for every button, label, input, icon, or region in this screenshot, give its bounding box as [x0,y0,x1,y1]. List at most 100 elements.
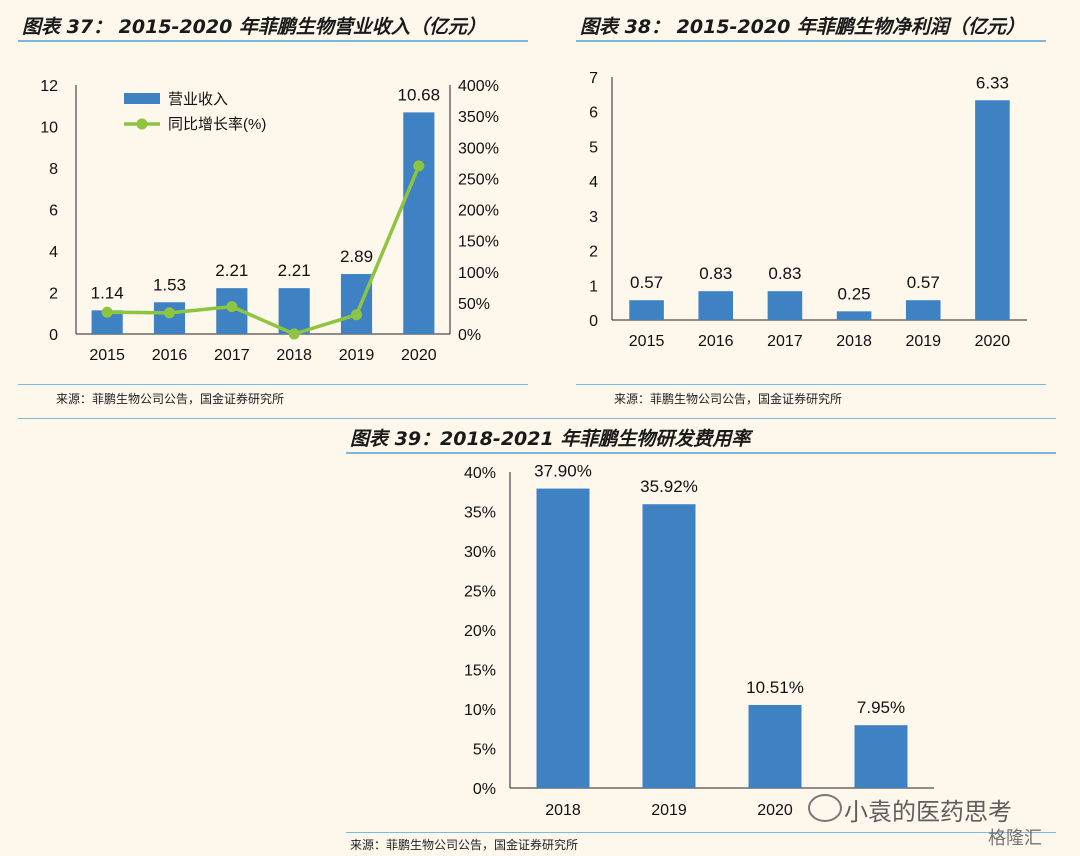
fig39-data-label: 7.95% [857,698,905,717]
fig38-ytick-label: 6 [589,105,598,122]
fig38-ytick-label: 1 [589,278,598,295]
fig37-growth-point-2016 [164,307,175,319]
fig37-data-label: 1.14 [91,283,124,302]
fig38-xtick-label: 2015 [629,333,665,350]
fig37-bar-2019 [340,274,373,334]
fig37-data-label: 2.21 [278,261,311,280]
fig39-bar-2021 [854,725,908,788]
fig39-data-label: 10.51% [746,678,804,697]
fig38-xtick-label: 2019 [905,333,941,350]
fig38-data-label: 6.33 [976,73,1009,92]
fig37-xtick-label: 2016 [152,347,188,364]
fig37-y2tick-label: 250% [458,171,499,188]
fig37-ytick-label: 12 [40,78,58,95]
fig37-source: 来源：菲鹏生物公司公告，国金证券研究所 [56,392,285,406]
fig38-data-label: 0.57 [630,273,663,292]
fig38-ytick-label: 4 [589,174,598,191]
fig37-y2tick-label: 0% [458,327,481,344]
fig37-y2tick-label: 300% [458,140,499,157]
fig37-xtick-label: 2017 [214,347,250,364]
fig37-y2tick-label: 400% [458,78,499,95]
fig37-ytick-label: 4 [49,244,58,261]
fig37-growth-point-2017 [226,301,238,313]
fig37-y2tick-label: 150% [458,234,499,251]
fig38-xtick-label: 2016 [698,333,734,350]
fig39-ytick-label: 25% [464,584,496,601]
fig38-xtick-label: 2017 [767,333,803,350]
fig37-ytick-label: 2 [49,286,58,303]
fig38-bar-2019 [905,300,941,320]
fig39-bar-2019 [642,504,696,788]
fig37-xtick-label: 2015 [89,347,125,364]
fig37-y2tick-label: 100% [458,265,499,282]
fig38-data-label: 0.83 [699,264,732,283]
fig37-legend-bar-label: 营业收入 [168,91,228,108]
watermark-text: 小袁的医药思考 [844,798,1012,826]
fig37-bottom-rule [18,384,528,385]
watermark-logo: 格隆汇 [988,828,1042,849]
fig39-ytick-label: 0% [473,781,496,798]
fig39-source: 来源：菲鹏生物公司公告，国金证券研究所 [350,838,579,852]
fig39-top-divider [18,418,1056,419]
fig38-bar-2016 [698,291,734,320]
fig38-bar-2015 [629,300,664,320]
fig37-legend-bar-swatch [124,93,160,104]
fig38-ytick-label: 7 [589,70,598,87]
fig38-bottom-rule [576,384,1046,385]
fig37-title: 图表 37： 2015-2020 年菲鹏生物营业收入（亿元） [22,16,486,38]
fig37-data-label: 2.89 [340,247,373,266]
fig39-bar-2018 [536,488,590,788]
fig37-bar-2020 [403,112,435,334]
fig38-ytick-label: 0 [589,313,598,330]
fig38-bar-2017 [767,291,803,320]
fig37-bar-2015 [91,310,123,334]
fig38-top-rule [576,40,1046,42]
fig39-ytick-label: 20% [464,623,496,640]
fig37-y2tick-label: 50% [458,296,490,313]
fig38-data-label: 0.83 [768,264,801,283]
fig37-y2tick-label: 200% [458,203,499,220]
fig37-bar-2018 [278,288,310,334]
fig37-ytick-label: 6 [49,203,58,220]
fig39-ytick-label: 30% [464,544,496,561]
fig39-bar-2020 [748,704,802,788]
fig38-xtick-label: 2018 [836,333,872,350]
fig37-growth-point-2018 [288,328,300,340]
fig37-ytick-label: 10 [40,120,58,137]
fig39-ytick-label: 35% [464,505,496,522]
watermark: 小袁的医药思考 格隆汇 [808,790,1058,850]
fig37-growth-point-2015 [101,306,113,318]
fig38-ytick-label: 5 [589,139,598,156]
fig39-xtick-label: 2019 [651,802,687,819]
fig39-ytick-label: 15% [464,663,496,680]
fig38-title: 图表 38： 2015-2020 年菲鹏生物净利润（亿元） [580,16,1025,38]
fig37-top-rule [18,40,528,42]
fig38-bar-2020 [975,100,1010,320]
fig39-data-label: 35.92% [640,477,698,496]
fig39-xtick-label: 2018 [545,802,581,819]
fig39-data-label: 37.90% [534,462,592,481]
fig39-ytick-label: 10% [464,702,496,719]
fig37-legend-line-marker [136,118,148,130]
fig37-xtick-label: 2020 [401,347,437,364]
fig38-xtick-label: 2020 [975,333,1011,350]
fig37-ytick-label: 0 [49,327,58,344]
fig37-xtick-label: 2018 [276,347,312,364]
fig37-data-label: 1.53 [153,275,186,294]
fig37-growth-line [107,165,421,336]
fig37-xtick-label: 2019 [339,347,375,364]
fig39-xtick-label: 2020 [757,802,793,819]
fig37-growth-point-2019 [351,309,362,321]
fig39-title: 图表 39：2018-2021 年菲鹏生物研发费用率 [350,428,751,450]
fig37-y2tick-label: 350% [458,109,499,126]
fig37-legend-line-label: 同比增长率(%) [168,116,266,133]
fig38-ytick-label: 2 [589,244,598,261]
fig37-ytick-label: 8 [49,161,58,178]
fig39-ytick-label: 40% [464,465,496,482]
fig39-ytick-label: 5% [473,742,496,759]
fig38-bar-2018 [836,311,872,320]
fig37-data-label: 10.68 [398,85,441,104]
fig38-ytick-label: 3 [589,209,598,226]
fig38-data-label: 0.57 [907,273,940,292]
